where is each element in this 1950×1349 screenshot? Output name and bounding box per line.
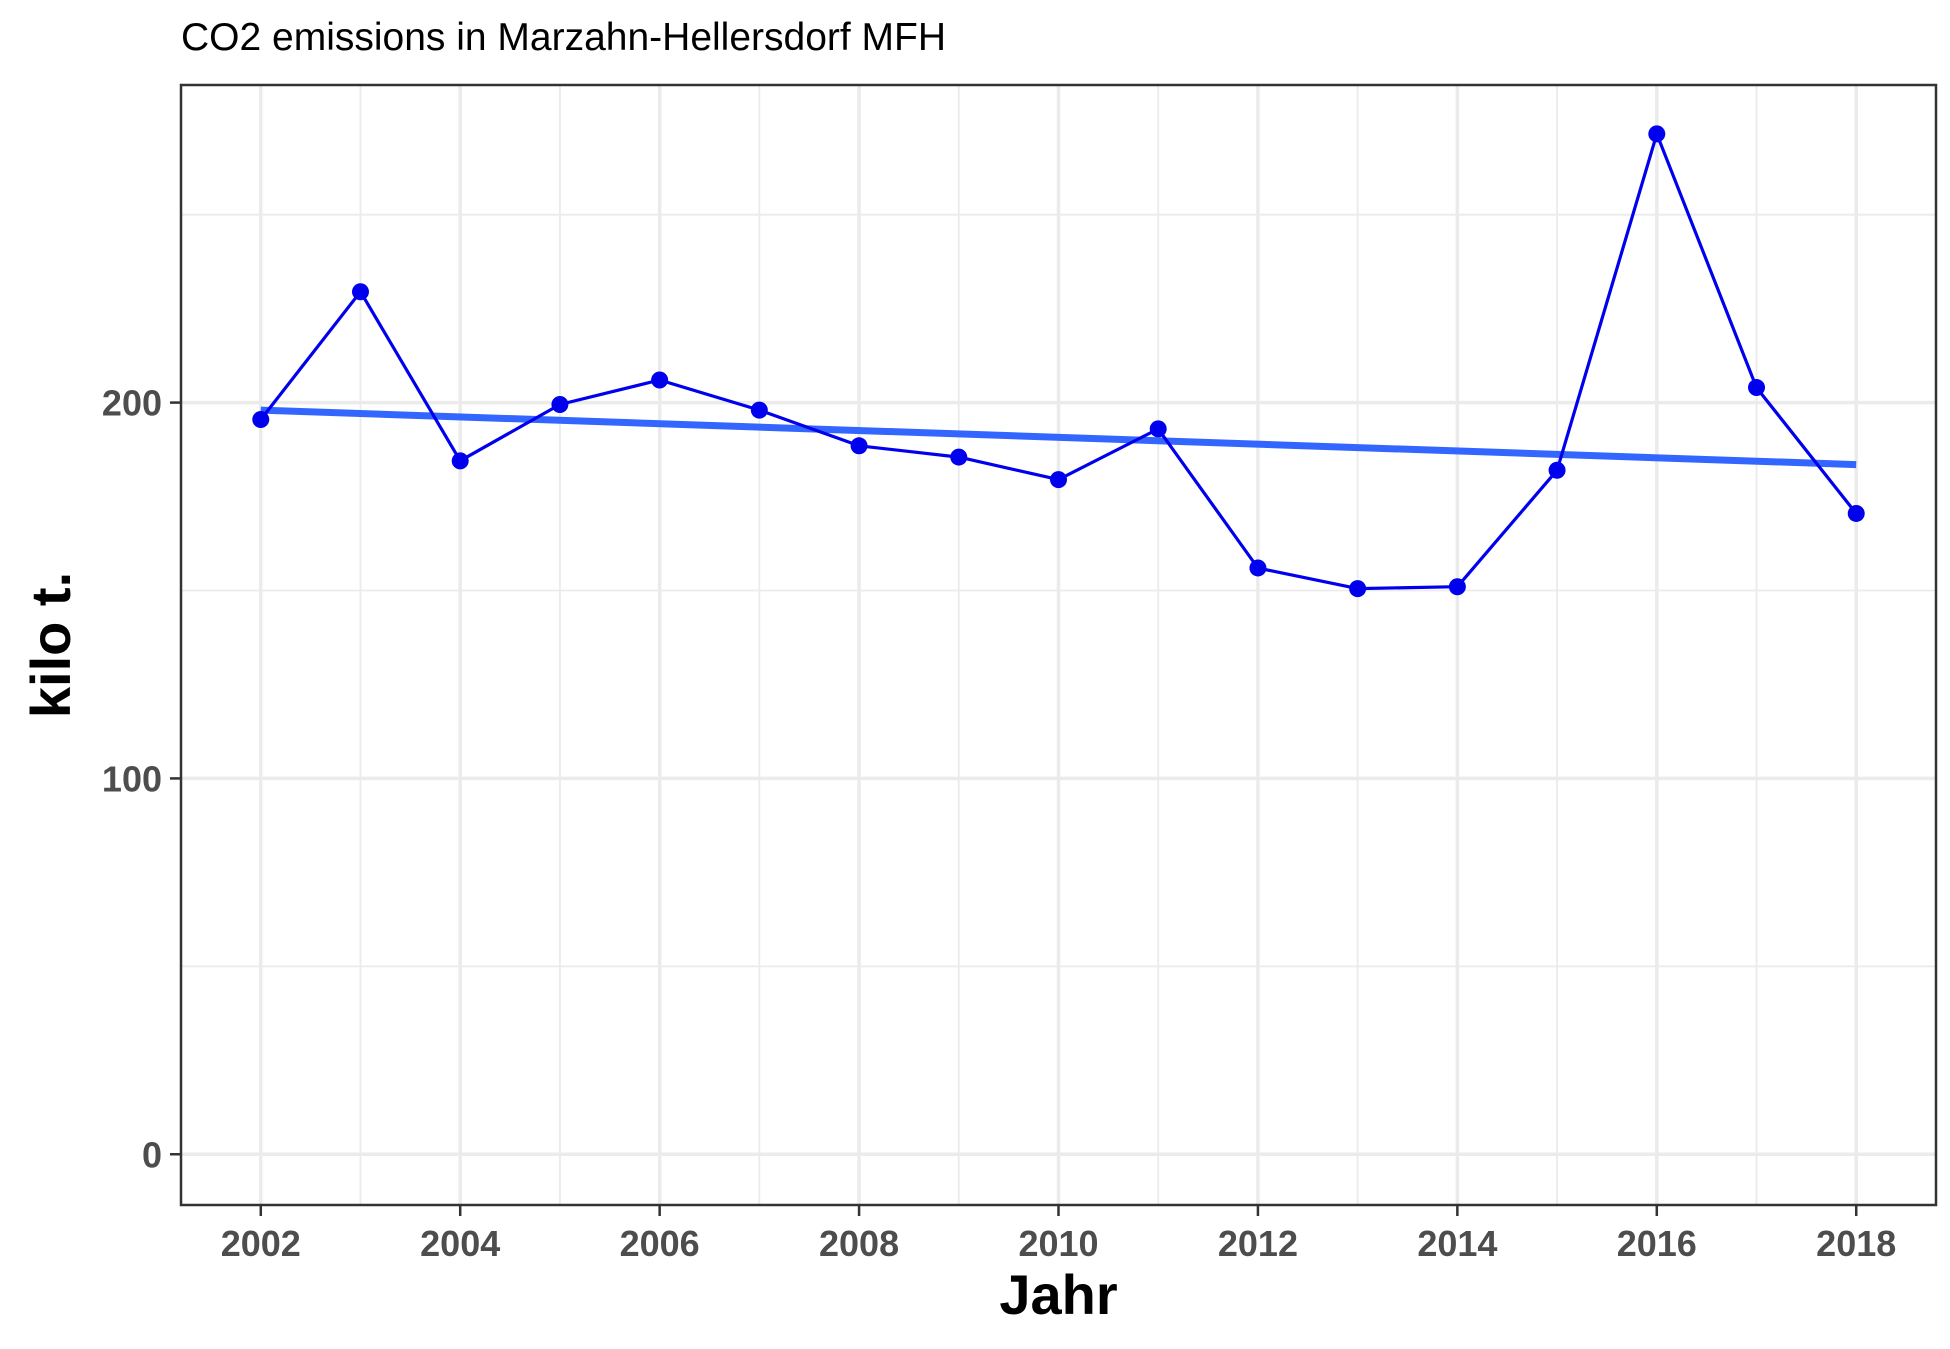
x-tick-label: 2004 — [420, 1223, 500, 1264]
data-point — [551, 395, 569, 413]
x-tick-label: 2014 — [1417, 1223, 1497, 1264]
data-point — [1648, 125, 1666, 143]
x-tick-label: 2016 — [1617, 1223, 1697, 1264]
x-axis-title: Jahr — [999, 1263, 1117, 1326]
data-point — [252, 410, 270, 428]
x-tick-label: 2006 — [620, 1223, 700, 1264]
data-point — [1548, 461, 1566, 479]
data-point — [750, 401, 768, 419]
data-point — [950, 448, 968, 466]
data-point — [451, 452, 469, 470]
x-axis-tick-labels: 2002 2004 2006 2008 2010 2012 2014 2016 2018 — [221, 1223, 1897, 1264]
x-tick-label: 2010 — [1018, 1223, 1098, 1264]
x-tick-label: 2002 — [221, 1223, 301, 1264]
chart-title: CO2 emissions in Marzahn-Hellersdorf MFH — [181, 16, 946, 59]
x-tick-label: 2008 — [819, 1223, 899, 1264]
grid — [181, 85, 1936, 1205]
data-point — [1149, 420, 1167, 438]
data-point — [1847, 504, 1865, 522]
y-axis-title: kilo t. — [19, 572, 82, 718]
series-layer — [252, 125, 1865, 598]
data-point — [1050, 471, 1067, 489]
y-tick-label: 0 — [142, 1134, 162, 1175]
data-point — [1748, 379, 1766, 397]
y-tick-label: 200 — [102, 383, 162, 424]
data-point — [1349, 580, 1367, 598]
trend-line-layer — [260, 406, 1857, 469]
data-point — [1448, 578, 1466, 596]
data-point — [850, 437, 868, 455]
axis-ticks — [170, 401, 1858, 1216]
y-axis-tick-labels: 0 100 200 — [102, 383, 162, 1176]
data-point — [1249, 559, 1267, 577]
y-tick-label: 100 — [102, 758, 162, 799]
x-tick-label: 2018 — [1816, 1223, 1896, 1264]
data-point — [651, 371, 669, 389]
trend-line — [260, 406, 1857, 469]
data-point — [351, 283, 369, 301]
x-tick-label: 2012 — [1218, 1223, 1298, 1264]
